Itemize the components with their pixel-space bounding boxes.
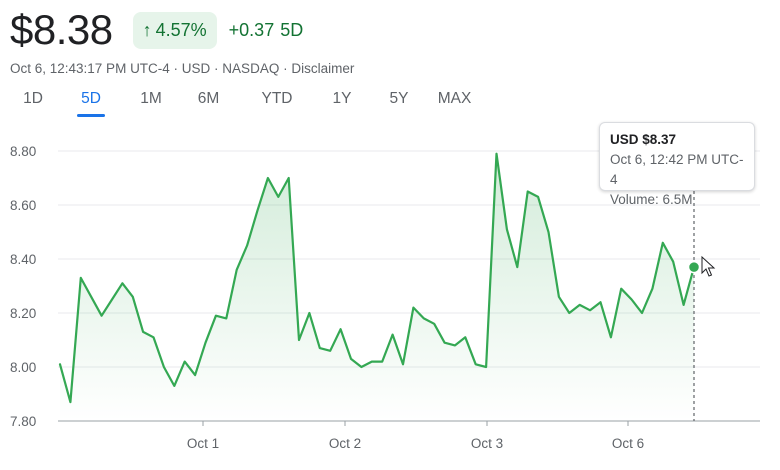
price-point [547, 231, 549, 233]
arrow-up-icon: ↑ [142, 19, 152, 40]
tab-ytd[interactable]: YTD [261, 90, 293, 107]
price-point [350, 358, 352, 360]
price-point [579, 304, 581, 306]
y-tick-label: 8.20 [10, 306, 36, 321]
price-series-line [58, 152, 696, 404]
price-point [682, 304, 684, 306]
price-point [672, 261, 674, 263]
price-point [59, 363, 61, 365]
x-tick-label: Oct 1 [187, 436, 219, 451]
price-point [90, 296, 92, 298]
tooltip-time: Oct 6, 12:42 PM UTC-4 [610, 152, 744, 187]
mouse-cursor-icon [701, 255, 716, 277]
price-point [599, 301, 601, 303]
price-point [319, 347, 321, 349]
price-point [152, 336, 154, 338]
price-point [454, 344, 456, 346]
price-point [381, 360, 383, 362]
price-point [527, 190, 529, 192]
price-point [610, 336, 612, 338]
quote-meta: Oct 6, 12:43:17 PM UTC-4 · USD · NASDAQ … [10, 61, 355, 76]
price-point [277, 196, 279, 198]
price-point [662, 242, 664, 244]
price-point [620, 288, 622, 290]
price-point [225, 317, 227, 319]
tab-5y[interactable]: 5Y [389, 90, 409, 107]
price-point [121, 282, 123, 284]
x-tick-label: Oct 6 [612, 436, 644, 451]
range-tabs: 1D 5D 1M 6M YTD 1Y 5Y MAX [10, 90, 482, 116]
price-point [485, 366, 487, 368]
price-point [651, 288, 653, 290]
price-point [80, 277, 82, 279]
change-percent-badge: ↑ 4.57% [132, 11, 217, 49]
price-point [516, 266, 518, 268]
price-point [256, 209, 258, 211]
y-tick-label: 7.80 [10, 414, 36, 429]
change-period: 5D [280, 19, 304, 40]
tab-1m[interactable]: 1M [140, 90, 162, 107]
price-point [132, 296, 134, 298]
price-point [288, 177, 290, 179]
price-point [568, 312, 570, 314]
price-point [443, 342, 445, 344]
price-point [69, 401, 71, 403]
price-area-fill [60, 153, 694, 421]
price-point [184, 360, 186, 362]
current-price: $8.38 [10, 6, 113, 53]
price-point [236, 269, 238, 271]
price-point [246, 244, 248, 246]
price-point [329, 350, 331, 352]
change-percent: 4.57% [155, 19, 207, 40]
price-point [163, 366, 165, 368]
price-point [194, 374, 196, 376]
highlight-point [687, 260, 701, 274]
y-tick-label: 8.60 [10, 198, 36, 213]
y-tick-label: 8.00 [10, 360, 36, 375]
price-point [371, 360, 373, 362]
price-point [215, 315, 217, 317]
tooltip-price: USD $8.37 [610, 132, 677, 147]
price-point [391, 333, 393, 335]
price-point [506, 228, 508, 230]
price-point [173, 385, 175, 387]
price-point [402, 363, 404, 365]
price-point [423, 317, 425, 319]
price-point [339, 328, 341, 330]
price-point [267, 177, 269, 179]
tab-5d[interactable]: 5D [56, 90, 126, 116]
change-absolute: +0.37 [228, 19, 275, 40]
price-point [537, 196, 539, 198]
price-point [100, 315, 102, 317]
price-tooltip: USD $8.37 Oct 6, 12:42 PM UTC-4 Volume: … [599, 122, 755, 207]
price-point [308, 312, 310, 314]
price-point [495, 153, 497, 155]
price-point [641, 312, 643, 314]
price-point [298, 339, 300, 341]
x-tick-label: Oct 2 [329, 436, 361, 451]
price-point [142, 331, 144, 333]
tab-6m[interactable]: 6M [197, 90, 220, 107]
price-point [558, 296, 560, 298]
price-point [111, 298, 113, 300]
price-point [464, 336, 466, 338]
price-point [433, 323, 435, 325]
tab-1y[interactable]: 1Y [332, 90, 352, 107]
price-point [204, 342, 206, 344]
tab-1d[interactable]: 1D [23, 90, 43, 107]
price-point [412, 306, 414, 308]
tooltip-volume: Volume: 6.5M [610, 192, 693, 207]
price-point [360, 366, 362, 368]
change-absolute-group: +0.37 5D [229, 20, 304, 41]
y-tick-label: 8.80 [10, 144, 36, 159]
x-tick-label: Oct 3 [471, 436, 503, 451]
y-tick-label: 8.40 [10, 252, 36, 267]
price-point [589, 309, 591, 311]
quote-header: $8.38 ↑ 4.57% +0.37 5D [10, 4, 303, 56]
price-point [475, 363, 477, 365]
price-point [630, 298, 632, 300]
tab-max[interactable]: MAX [437, 90, 472, 107]
